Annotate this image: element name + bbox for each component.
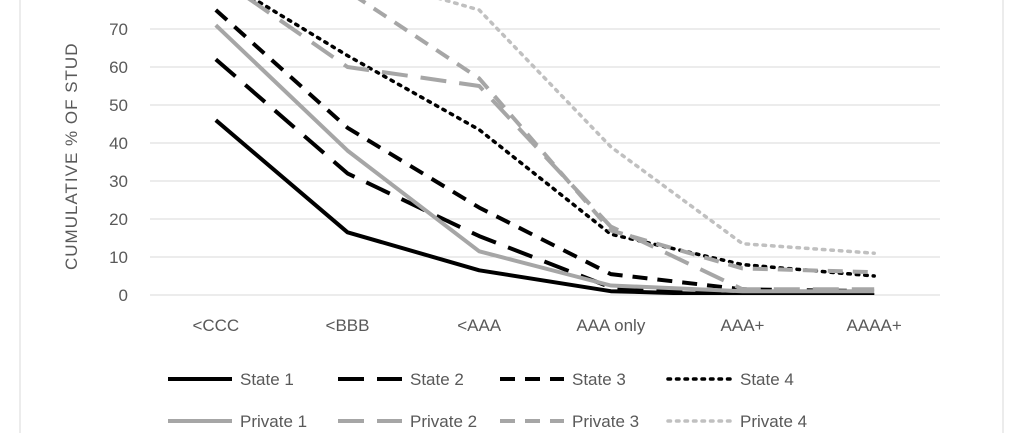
legend-label: State 1 (240, 370, 294, 389)
legend-label: State 2 (410, 370, 464, 389)
x-tick-label: AAAA+ (847, 316, 902, 335)
y-axis-label: CUMULATIVE % OF STUD (62, 43, 81, 270)
series-line-private-2 (247, 0, 875, 292)
series-lines (214, 0, 876, 295)
legend-label: Private 1 (240, 412, 307, 431)
y-tick-label: 20 (109, 210, 128, 229)
x-tick-label: <CCC (192, 316, 239, 335)
x-tick-label: <BBB (326, 316, 370, 335)
x-tick-label: AAA+ (721, 316, 765, 335)
x-tick-label: <AAA (457, 316, 502, 335)
legend-label: State 3 (572, 370, 626, 389)
legend-label: Private 3 (572, 412, 639, 431)
series-line-private-1 (214, 23, 875, 294)
y-tick-label: 0 (119, 286, 128, 305)
legend-label: Private 2 (410, 412, 477, 431)
series-line-state-4 (252, 0, 876, 278)
y-tick-label: 60 (109, 58, 128, 77)
y-tick-label: 30 (109, 172, 128, 191)
y-tick-label: 70 (109, 20, 128, 39)
legend-label: Private 4 (740, 412, 807, 431)
legend-label: State 4 (740, 370, 794, 389)
y-tick-label: 40 (109, 134, 128, 153)
y-tick-label: 50 (109, 96, 128, 115)
y-axis-ticks: 0 10 20 30 40 50 60 70 (109, 20, 128, 305)
series-line-private-3 (357, 0, 875, 275)
series-line-private-4 (438, 0, 876, 255)
series-line-state-1 (214, 118, 875, 295)
y-tick-label: 10 (109, 248, 128, 267)
gridlines (150, 28, 940, 296)
x-axis-ticks: <CCC <BBB <AAA AAA only AAA+ AAAA+ (192, 316, 901, 335)
series-line-state-2 (214, 57, 875, 295)
legend: State 1 State 2 State 3 State 4 Private 1 Pri… (168, 370, 807, 431)
x-tick-label: AAA only (576, 316, 645, 335)
